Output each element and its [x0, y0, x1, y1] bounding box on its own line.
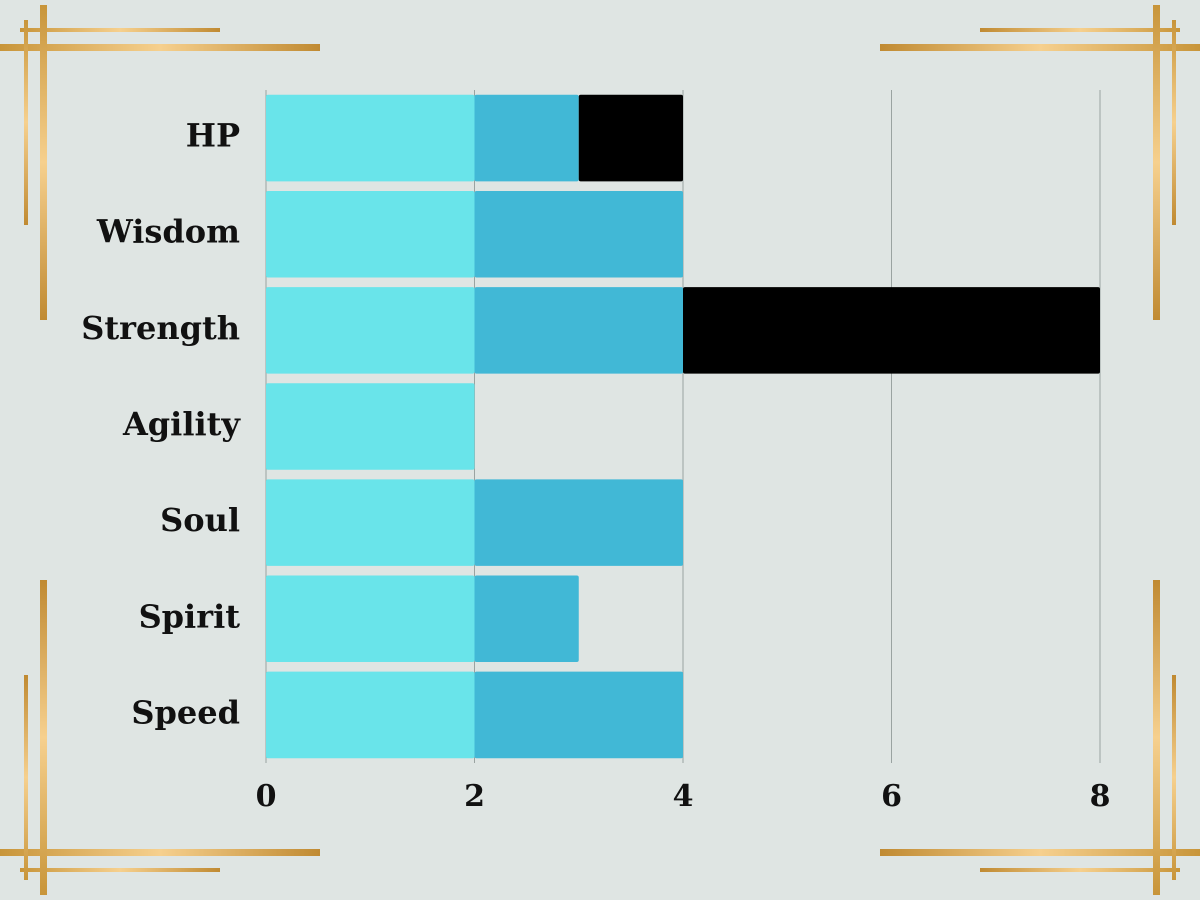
bar-segment	[266, 671, 475, 759]
bar-segment	[474, 287, 683, 374]
y-tick-label: Wisdom	[96, 213, 240, 251]
x-tick-label: 2	[464, 779, 485, 814]
bar-segment	[578, 94, 683, 182]
bar-segment	[474, 190, 683, 278]
x-tick-label: 6	[881, 779, 902, 814]
bar-segment	[266, 383, 475, 470]
bar-segment	[266, 479, 475, 566]
y-tick-label: Soul	[160, 501, 240, 539]
x-tick-label: 4	[673, 779, 694, 814]
y-tick-label: Speed	[131, 693, 240, 731]
bar-segment	[266, 287, 475, 374]
y-tick-label: HP	[186, 117, 240, 155]
bar-segment	[683, 287, 1100, 374]
bar-segment	[266, 94, 475, 182]
bar-segment	[474, 94, 579, 182]
bar-segment	[474, 575, 579, 663]
y-tick-label: Spirit	[139, 597, 241, 635]
x-tick-label: 8	[1090, 779, 1111, 814]
plot: 0 2 4 6 8 HP Wisdom Strength Agility Soul Spirit Sp…	[81, 90, 1110, 814]
y-tick-label: Strength	[81, 309, 240, 347]
bar-segment	[474, 479, 683, 566]
bar-segment	[266, 190, 475, 278]
y-tick-label: Agility	[122, 405, 241, 443]
bar-segment	[474, 671, 683, 759]
bar-segment	[266, 575, 475, 663]
x-tick-label: 0	[256, 779, 277, 814]
